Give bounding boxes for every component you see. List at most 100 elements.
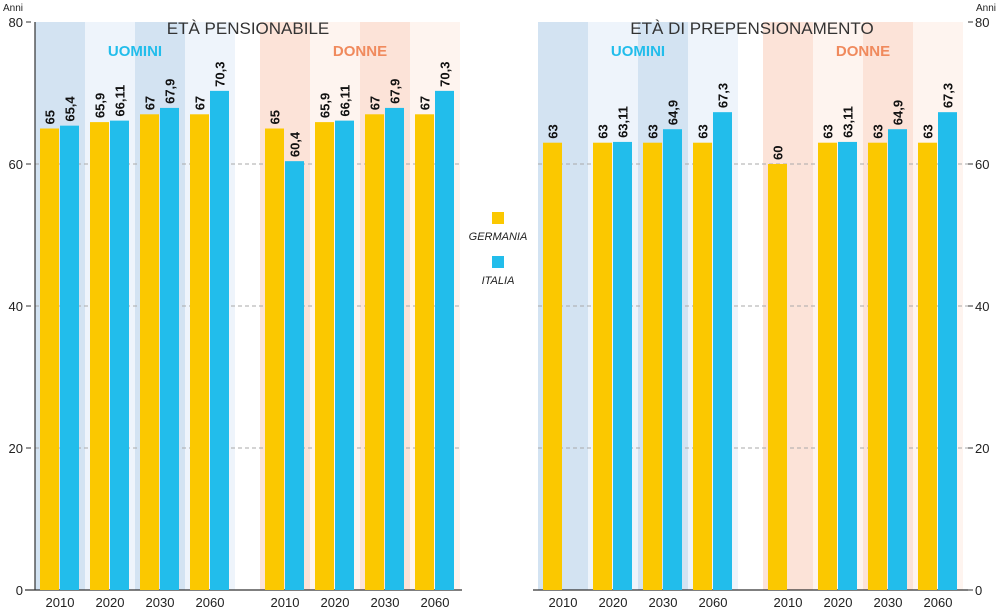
bar-italia-2030	[888, 129, 907, 590]
bar-germania-2030	[643, 142, 662, 590]
value-label: 67	[143, 96, 158, 110]
x-tick-label: 2010	[271, 595, 300, 610]
value-label: 67,3	[941, 83, 956, 108]
y-unit-label: Anni	[3, 3, 23, 14]
x-tick-label: 2010	[549, 595, 578, 610]
y-tick-label: 80	[975, 15, 989, 30]
value-label: 67	[368, 96, 383, 110]
value-label: 60,4	[288, 131, 303, 157]
bar-italia-2020	[838, 141, 857, 590]
bar-italia-2020	[613, 141, 632, 590]
value-label: 63	[871, 124, 886, 138]
value-label: 63	[646, 124, 661, 138]
bar-germania-2030	[140, 114, 159, 591]
bar-germania-2020	[818, 142, 837, 590]
legend: GERMANIA ITALIA	[469, 212, 528, 287]
bar-italia-2060	[435, 90, 454, 591]
value-label: 63,11	[841, 106, 856, 138]
x-tick-label: 2060	[421, 595, 450, 610]
value-label: 64,9	[891, 100, 906, 125]
group-label-donne: DONNE	[333, 43, 387, 60]
bar-italia-2030	[385, 107, 404, 590]
value-label: 66,11	[338, 85, 353, 117]
y-tick-label: 0	[975, 583, 982, 598]
bar-germania-2010	[40, 128, 59, 590]
value-label: 67	[418, 96, 433, 110]
x-tick-label: 2030	[649, 595, 678, 610]
legend-swatch-germania	[492, 212, 504, 224]
y-tick-label: 80	[9, 15, 23, 30]
y-tick-label: 60	[975, 157, 989, 172]
value-label: 67,9	[388, 79, 403, 104]
bar-italia-2030	[160, 107, 179, 590]
value-label: 60	[771, 146, 786, 160]
y-tick-label: 40	[975, 299, 989, 314]
x-tick-label: 2060	[924, 595, 953, 610]
group-label-uomini: UOMINI	[611, 43, 665, 60]
panel-title: ETÀ PENSIONABILE	[167, 19, 330, 38]
value-label: 70,3	[438, 62, 453, 87]
legend-label-italia: ITALIA	[482, 275, 515, 287]
value-label: 65,4	[63, 96, 78, 122]
y-tick-label: 0	[16, 583, 23, 598]
value-label: 65	[268, 110, 283, 124]
bar-germania-2010	[543, 142, 562, 590]
value-label: 63	[596, 124, 611, 138]
value-label: 67,3	[716, 83, 731, 108]
bar-germania-2020	[593, 142, 612, 590]
bar-germania-2030	[868, 142, 887, 590]
value-label: 65,9	[93, 93, 108, 118]
bar-italia-2060	[713, 112, 732, 591]
y-tick-label: 60	[9, 157, 23, 172]
bar-italia-2060	[938, 112, 957, 591]
x-tick-label: 2060	[699, 595, 728, 610]
bar-germania-2060	[918, 142, 937, 590]
bar-germania-2010	[265, 128, 284, 590]
x-tick-label: 2030	[371, 595, 400, 610]
x-tick-label: 2030	[146, 595, 175, 610]
y-tick-label: 40	[9, 299, 23, 314]
group-label-uomini: UOMINI	[108, 43, 162, 60]
value-label: 66,11	[113, 85, 128, 117]
value-label: 63	[921, 124, 936, 138]
value-label: 65	[43, 110, 58, 124]
legend-label-germania: GERMANIA	[469, 231, 528, 243]
value-label: 63	[821, 124, 836, 138]
bar-germania-2030	[365, 114, 384, 591]
group-label-donne: DONNE	[836, 43, 890, 60]
bar-germania-2010	[768, 164, 787, 590]
value-label: 67,9	[163, 79, 178, 104]
bar-germania-2060	[415, 114, 434, 591]
value-labels: 65 65,4 65,9 66,11 67 67,9 67 70,3 65 60,4 65,9 66,…	[43, 62, 956, 160]
bar-germania-2020	[90, 122, 109, 591]
x-tick-labels: 2010 2020 2030 2060 2010 2020 2030 2060 2010 2020…	[46, 595, 953, 610]
bar-germania-2060	[693, 142, 712, 590]
bar-italia-2030	[663, 129, 682, 590]
value-label: 64,9	[666, 100, 681, 125]
x-tick-label: 2020	[824, 595, 853, 610]
value-label: 63	[546, 124, 561, 138]
value-label: 63,11	[616, 106, 631, 138]
bars	[40, 90, 957, 591]
x-tick-label: 2060	[196, 595, 225, 610]
value-label: 70,3	[213, 62, 228, 87]
bar-italia-2060	[210, 90, 229, 591]
y-unit-label: Anni	[976, 3, 996, 14]
y-tick-label: 20	[975, 441, 989, 456]
bar-italia-2010	[285, 161, 304, 590]
y-tick-label: 20	[9, 441, 23, 456]
x-tick-label: 2020	[96, 595, 125, 610]
bar-italia-2020	[110, 120, 129, 590]
panel-titles: ETÀ PENSIONABILE UOMINI DONNE ETÀ DI PREPEN…	[108, 19, 890, 60]
value-label: 63	[696, 124, 711, 138]
x-tick-label: 2030	[874, 595, 903, 610]
bar-germania-2020	[315, 122, 334, 591]
x-tick-label: 2010	[46, 595, 75, 610]
x-tick-label: 2010	[774, 595, 803, 610]
panel-title: ETÀ DI PREPENSIONAMENTO	[630, 19, 873, 38]
value-label: 67	[193, 96, 208, 110]
value-label: 65,9	[318, 93, 333, 118]
bar-germania-2060	[190, 114, 209, 591]
x-tick-label: 2020	[599, 595, 628, 610]
